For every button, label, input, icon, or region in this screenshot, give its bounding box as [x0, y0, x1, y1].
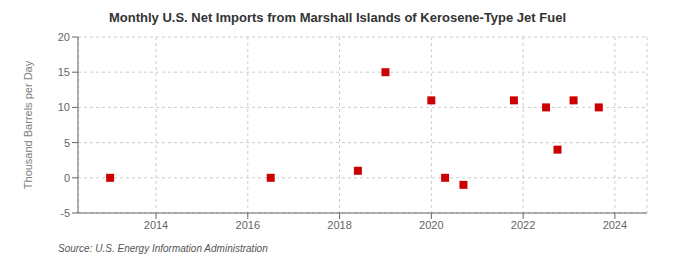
html-text:Source: U.S. Energy Informatio: Source: U.S. Energy Information Administ…: [58, 243, 268, 254]
svg-text:2016: 2016: [236, 219, 260, 231]
svg-text:2020: 2020: [419, 219, 443, 231]
svg-text:-5: -5: [60, 207, 70, 219]
svg-text:15: 15: [58, 66, 70, 78]
svg-text:10: 10: [58, 101, 70, 113]
svg-text:20: 20: [58, 31, 70, 43]
html-text:Monthly U.S. Net Imports from: Monthly U.S. Net Imports from Marshall I…: [109, 10, 566, 25]
svg-text:2014: 2014: [144, 219, 168, 231]
svg-text:0: 0: [64, 172, 70, 184]
svg-text:2018: 2018: [327, 219, 351, 231]
svg-text:2022: 2022: [511, 219, 535, 231]
svg-text:2024: 2024: [603, 219, 627, 231]
svg-text:Thousand Barrels per Day: Thousand Barrels per Day: [22, 60, 34, 189]
svg-text:5: 5: [64, 137, 70, 149]
